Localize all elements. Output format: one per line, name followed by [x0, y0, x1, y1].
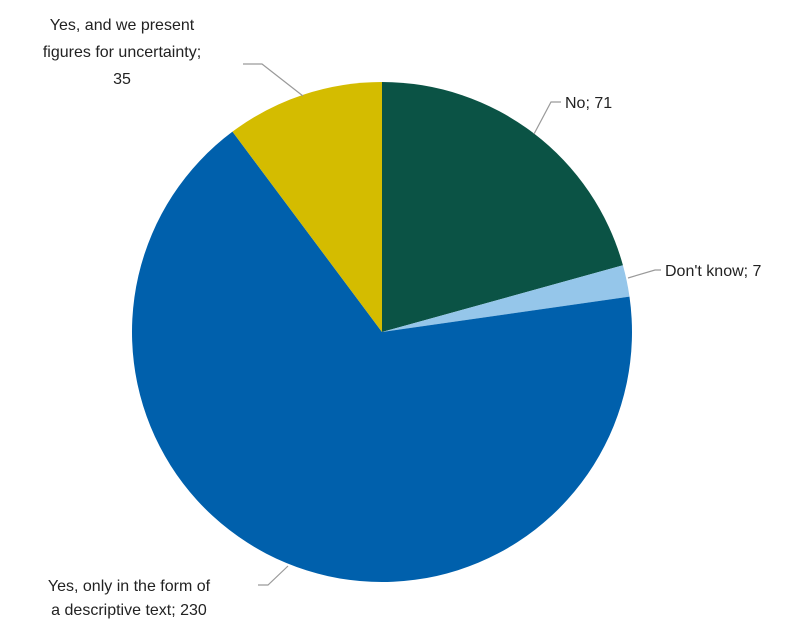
data-label-don-t-know: Don't know; 7: [665, 263, 762, 280]
data-label-line: 35: [113, 71, 131, 88]
slice-no: [382, 82, 623, 332]
data-label-line: Yes, only in the form of: [48, 578, 211, 595]
data-label-yes-only-in-the-form-of-a-descriptive-text: Yes, only in the form of a descriptive te…: [48, 578, 211, 619]
leader-line-yes-and-we-present-figures-for-uncertainty: [243, 63, 304, 97]
leader-line-no: [533, 101, 561, 135]
data-label-yes-and-we-present-figures-for-uncertainty: Yes, and we present figures for uncertain…: [43, 17, 201, 88]
data-label-line: No; 71: [565, 95, 612, 112]
data-label-line: figures for uncertainty;: [43, 44, 201, 61]
pie-slices: [131, 82, 632, 583]
slice-don-t-know: [382, 265, 630, 332]
slice-yes-only-in-the-form-of-a-descriptive-text: [131, 131, 632, 583]
data-label-line: Don't know; 7: [665, 263, 762, 280]
slice-yes-and-we-present-figures-for-uncertainty: [232, 82, 382, 332]
slice-labels: No; 71 Don't know; 7 Yes, only in the form…: [43, 17, 762, 619]
data-label-line: a descriptive text; 230: [51, 602, 207, 619]
leader-line-yes-only-in-the-form-of-a-descriptive-text: [258, 565, 289, 586]
data-label-no: No; 71: [565, 95, 612, 112]
leader-lines: [243, 63, 661, 586]
leader-line-don-t-know: [627, 269, 661, 279]
data-label-line: Yes, and we present: [50, 17, 195, 34]
